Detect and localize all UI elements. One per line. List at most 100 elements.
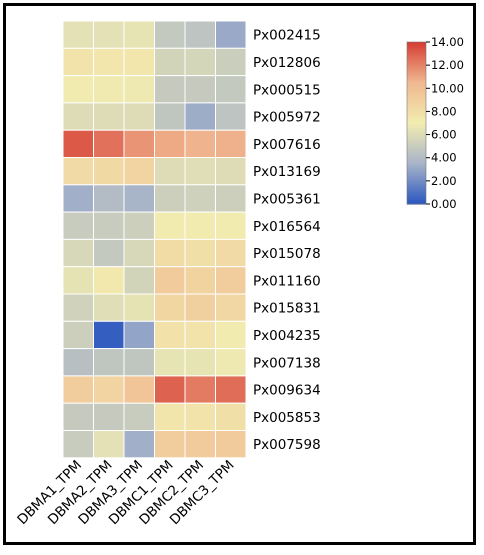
heatmap-cell — [215, 293, 247, 322]
heatmap-cell — [93, 266, 125, 295]
heatmap-cell — [215, 348, 247, 377]
colorbar-tick-label: 4.00 — [431, 151, 457, 165]
colorbar-segment — [407, 132, 426, 135]
colorbar-segment — [407, 198, 426, 201]
colorbar-segment — [407, 156, 426, 159]
heatmap-cell — [215, 129, 247, 158]
colorbar-segment — [407, 46, 426, 49]
colorbar-segment — [407, 128, 426, 131]
heatmap-cell — [123, 266, 155, 295]
heatmap-cell — [154, 184, 186, 213]
heatmap-cell — [215, 75, 247, 104]
heatmap-cell — [184, 266, 216, 295]
heatmap-cell — [93, 129, 125, 158]
heatmap-cell — [123, 320, 155, 350]
heatmap-cell — [123, 430, 155, 459]
heatmap-cell — [93, 375, 125, 404]
heatmap-cell — [184, 430, 216, 459]
heatmap-cell — [62, 348, 94, 377]
colorbar-segment — [407, 188, 426, 191]
heatmap-cell — [184, 47, 216, 77]
colorbar-segment — [407, 54, 426, 57]
row-label: Px012806 — [253, 55, 321, 71]
heatmap-cell — [62, 320, 94, 350]
heatmap-cell — [123, 375, 155, 404]
heatmap-cell — [123, 184, 155, 213]
colorbar-segment — [407, 52, 426, 55]
colorbar-tick-label: 10.00 — [431, 81, 464, 95]
colorbar-segment — [407, 202, 426, 205]
colorbar-segment — [407, 104, 426, 107]
colorbar-segment — [407, 88, 426, 91]
colorbar-segment — [407, 134, 426, 137]
colorbar-segment — [407, 162, 426, 165]
colorbar-segment — [407, 96, 426, 99]
colorbar-segment — [407, 98, 426, 101]
heatmap-cell — [184, 238, 216, 268]
heatmap-cell — [154, 75, 186, 104]
row-label: Px005853 — [253, 410, 321, 426]
heatmap-cell — [154, 211, 186, 240]
heatmap-cell — [62, 238, 94, 268]
colorbar-segment — [407, 150, 426, 153]
colorbar-segment — [407, 76, 426, 79]
row-label: Px015078 — [253, 246, 321, 262]
row-label: Px007598 — [253, 437, 321, 453]
heatmap-cell — [154, 320, 186, 350]
heatmap-cell — [154, 102, 186, 131]
colorbar-segment — [407, 64, 426, 67]
row-label: Px005361 — [253, 191, 321, 207]
colorbar-segment — [407, 92, 426, 95]
heatmap-cell — [93, 47, 125, 77]
colorbar-segment — [407, 166, 426, 169]
heatmap-cell — [215, 47, 247, 77]
heatmap-cells — [62, 20, 247, 459]
colorbar-segment — [407, 116, 426, 119]
heatmap-cell — [154, 293, 186, 322]
heatmap-cell — [184, 157, 216, 186]
heatmap-cell — [123, 402, 155, 432]
heatmap-cell — [154, 238, 186, 268]
row-label: Px013169 — [253, 164, 321, 180]
colorbar-segment — [407, 154, 426, 157]
heatmap-cell — [184, 320, 216, 350]
heatmap-cell — [215, 375, 247, 404]
heatmap-cell — [154, 157, 186, 186]
colorbar-segment — [407, 144, 426, 147]
colorbar-segment — [407, 102, 426, 105]
colorbar-segment — [407, 84, 426, 87]
colorbar-tick-label: 6.00 — [431, 128, 457, 142]
row-label: Px005972 — [253, 110, 321, 126]
colorbar-segment — [407, 138, 426, 141]
colorbar-segment — [407, 94, 426, 97]
heatmap-cell — [215, 102, 247, 131]
colorbar-segment — [407, 68, 426, 71]
heatmap-cell — [62, 129, 94, 158]
heatmap-cell — [93, 102, 125, 131]
colorbar-segment — [407, 62, 426, 65]
heatmap-cell — [154, 129, 186, 158]
heatmap-cell — [215, 320, 247, 350]
heatmap-cell — [154, 348, 186, 377]
heatmap-cell — [123, 293, 155, 322]
colorbar: 0.00 2.00 4.00 6.00 8.00 10.00 12.00 14.00 — [406, 35, 464, 211]
colorbar-segment — [407, 148, 426, 151]
heatmap-cell — [184, 375, 216, 404]
row-label: Px009634 — [253, 383, 321, 399]
heatmap-cell — [184, 184, 216, 213]
colorbar-segment — [407, 190, 426, 193]
colorbar-segment — [407, 194, 426, 197]
colorbar-segment — [407, 168, 426, 171]
colorbar-segment — [407, 196, 426, 199]
heatmap-cell — [62, 184, 94, 213]
heatmap-cell — [154, 47, 186, 77]
colorbar-outline — [406, 41, 427, 205]
heatmap-cell — [184, 75, 216, 104]
colorbar-segment — [407, 184, 426, 187]
heatmap-cell — [215, 157, 247, 186]
colorbar-segment — [407, 182, 426, 185]
heatmap-cell — [123, 129, 155, 158]
heatmap-cell — [62, 211, 94, 240]
heatmap-cell — [93, 157, 125, 186]
